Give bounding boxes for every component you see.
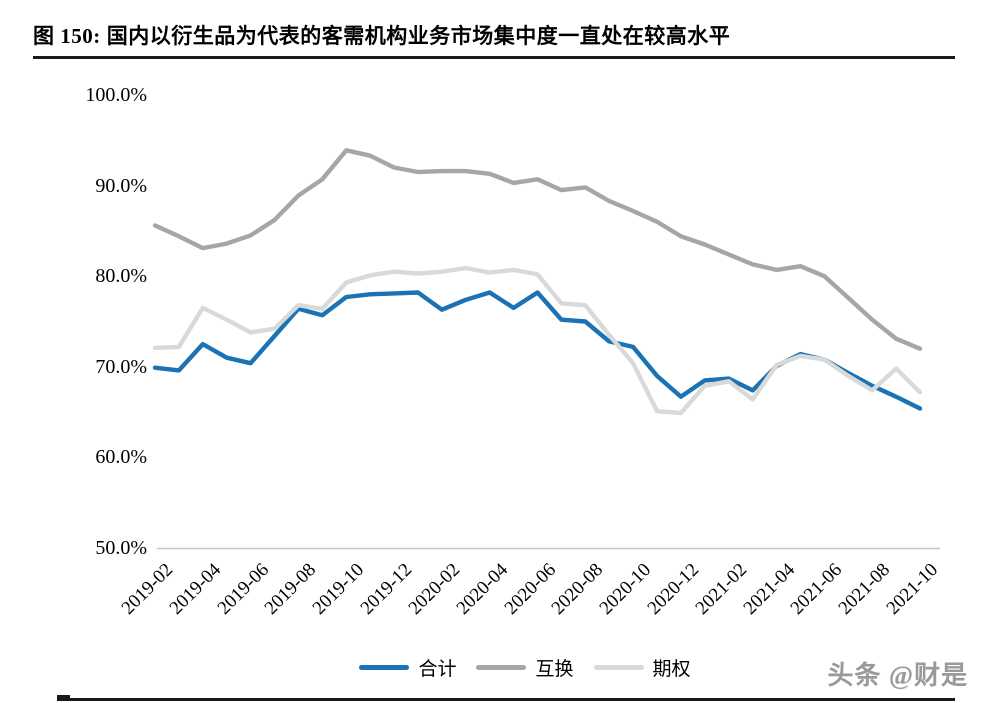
y-axis-tick-label: 100.0%	[85, 84, 147, 106]
legend-item-swap: 互换	[476, 654, 574, 681]
figure-title-text: 国内以衍生品为代表的客需机构业务市场集中度一直处在较高水平	[106, 24, 731, 48]
y-axis-tick-label: 60.0%	[95, 446, 147, 469]
y-axis-tick-label: 80.0%	[95, 265, 147, 288]
figure-number: 图 150:	[33, 24, 101, 48]
legend-swatch-swap	[476, 665, 527, 670]
legend-label-total: 合计	[418, 659, 457, 680]
y-axis-tick-label: 90.0%	[95, 174, 147, 197]
chart-legend: 合计 互换 期权	[175, 654, 875, 681]
series-line-qiquan	[152, 265, 923, 416]
series-line-heji	[152, 290, 923, 411]
y-axis-tick-label: 50.0%	[95, 537, 147, 559]
legend-item-total: 合计	[359, 654, 456, 681]
legend-swatch-total	[359, 665, 410, 670]
legend-label-option: 期权	[652, 659, 691, 680]
legend-item-option: 期权	[593, 654, 691, 681]
series-line-huhuan	[152, 148, 923, 351]
legend-swatch-option	[593, 665, 644, 670]
y-axis-tick-label: 70.0%	[95, 355, 147, 378]
bottom-divider	[57, 698, 955, 701]
figure-title: 图 150: 国内以衍生品为代表的客需机构业务市场集中度一直处在较高水平	[33, 20, 730, 50]
legend-label-swap: 互换	[535, 659, 574, 680]
watermark-text: 头条 @财是	[827, 661, 968, 690]
title-divider	[33, 56, 955, 59]
